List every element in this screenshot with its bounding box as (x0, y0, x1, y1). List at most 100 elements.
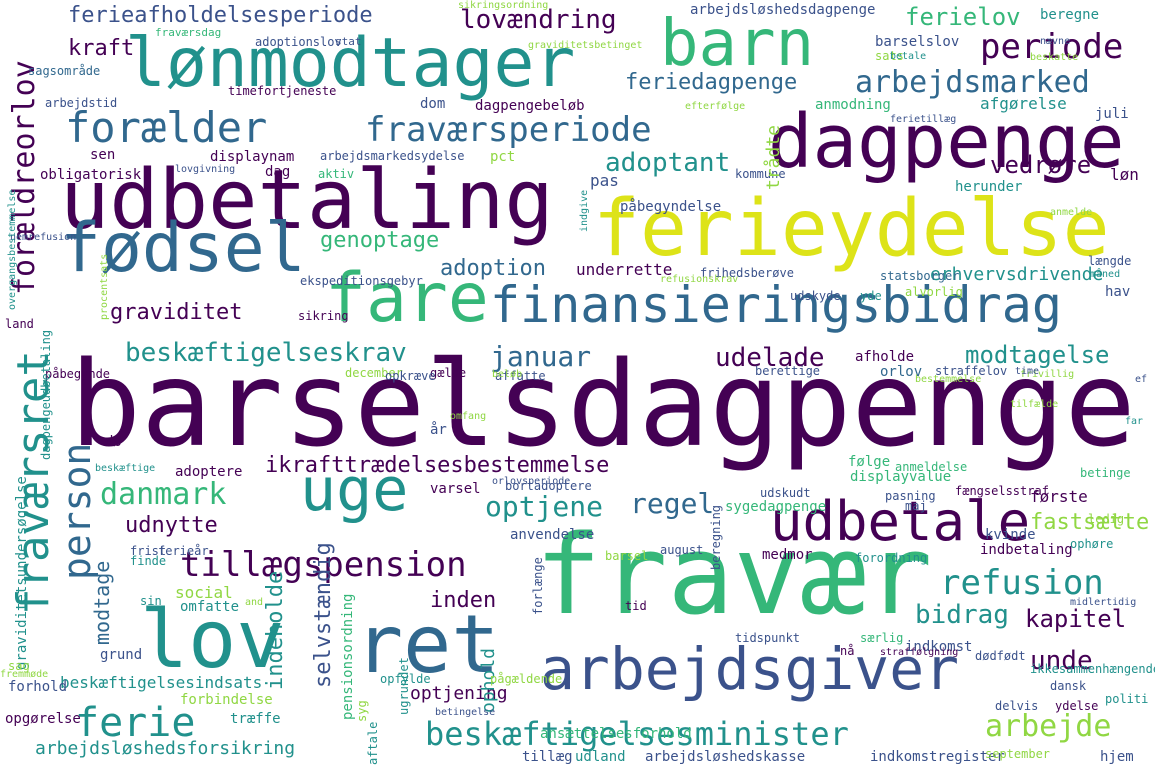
word: år (430, 422, 447, 438)
word: adoption (440, 256, 546, 281)
word: lovgivning (175, 164, 236, 175)
word: ansættelsesforhold (540, 726, 692, 742)
word: barsel (605, 549, 649, 563)
word: fastsætte (1030, 510, 1150, 535)
word: dagpengeudbetaling (39, 329, 53, 460)
word: inden (430, 588, 497, 613)
word: fravær (535, 511, 933, 639)
word: displaynam (210, 149, 295, 165)
word: lønmodtager (125, 24, 576, 103)
word: midlertidig (1070, 597, 1137, 608)
word: modtage (90, 560, 114, 645)
word: sats (875, 49, 904, 63)
word: sag (8, 659, 30, 673)
word: indbetaling (980, 542, 1073, 558)
word: bortadoptere (505, 479, 592, 493)
word: far (1125, 416, 1144, 427)
word: betingelse (435, 707, 496, 718)
word: tillæg (522, 749, 573, 765)
word: overgangsbestemmelse (7, 189, 18, 310)
word: feriedagpenge (625, 70, 798, 95)
word: time (1015, 366, 1040, 377)
word: længde (1088, 254, 1132, 268)
word: beskæftige (95, 463, 156, 474)
word: ugrundet (397, 657, 411, 715)
word: påbegynde (45, 367, 111, 381)
word: land (5, 317, 34, 331)
word: herunder (955, 179, 1023, 195)
word: ret (355, 598, 500, 691)
word: udskudt (760, 486, 811, 500)
word: alvorlig (905, 285, 963, 299)
word: beløb (492, 369, 523, 380)
word: regel (630, 487, 715, 520)
word: politi (1105, 692, 1149, 706)
word: forbindelse (180, 692, 273, 708)
word: adoptionslov (255, 35, 342, 49)
word: graviditetsbetinget (528, 40, 643, 51)
word: første (1030, 487, 1088, 506)
word: timefortjeneste (228, 84, 337, 98)
word: dagpenge (768, 99, 1125, 185)
word: ferieydelse (593, 184, 1110, 274)
word: beskatte (1030, 52, 1079, 63)
word: orlovsperiode (492, 476, 571, 487)
word: displayvalue (850, 469, 952, 485)
word: ledig (1088, 512, 1125, 526)
word: påbegyndelse (620, 199, 722, 215)
word: kommune (735, 167, 786, 181)
word: anvendelse (510, 527, 595, 543)
word: sen (90, 147, 116, 163)
word: unde (1030, 646, 1093, 676)
word: kapitel (1025, 605, 1127, 633)
word: trådte (763, 124, 784, 190)
word: finde (130, 554, 167, 568)
word: erhvervsdrivende (930, 264, 1104, 285)
word: periode (980, 27, 1124, 67)
word: selvstændig (311, 542, 336, 688)
word: pasning (885, 489, 936, 503)
word: arbejdsløshedsforsikring (35, 738, 296, 759)
word: tidspunkt (735, 631, 801, 645)
word: nå (840, 644, 855, 658)
word: ferietillæg (890, 114, 957, 125)
word: betinge (1080, 466, 1131, 480)
word: beregning (709, 504, 723, 570)
word: underrette (576, 260, 673, 279)
word: berettige (755, 364, 821, 378)
word: opfylde (380, 672, 431, 686)
word: indeholde (263, 570, 288, 690)
word: refusion (940, 563, 1104, 603)
word: delvis (995, 699, 1039, 713)
word: fængselsstraf (955, 484, 1049, 498)
word: fraværsdag (155, 26, 222, 39)
word: december (345, 366, 403, 380)
word: obligatorisk (40, 167, 142, 183)
word: sikringsordning (458, 0, 549, 11)
word: særlig (860, 631, 904, 645)
word: ikkesammenhængende (1030, 662, 1155, 676)
word: august (660, 543, 704, 557)
word: nemrefusion (10, 232, 77, 243)
word: frivillig (1020, 369, 1075, 380)
word: nævne (1040, 36, 1071, 47)
word: anmodning (815, 97, 891, 113)
word: ferieafholdelsesperiode (68, 3, 373, 28)
word: ef (1135, 374, 1148, 385)
word: hav (1105, 284, 1131, 300)
word: måned (1090, 269, 1121, 280)
word: dom (420, 96, 446, 112)
word: dagpengebeløb (475, 98, 585, 114)
word: forælder (65, 103, 268, 152)
word: ikrafttrædelsesbestemmelse (265, 453, 610, 478)
word: stat (335, 35, 362, 48)
word: arbejdsmarkedsydelse (320, 149, 465, 163)
word: afholde (855, 349, 915, 365)
word: beskæftigelsesminister (425, 715, 849, 753)
word: tilfælde (1010, 399, 1059, 410)
word: varsel (430, 481, 481, 497)
word: sagsområde (28, 64, 101, 78)
word: ferieår (158, 544, 209, 558)
word: procentsats (99, 253, 110, 320)
